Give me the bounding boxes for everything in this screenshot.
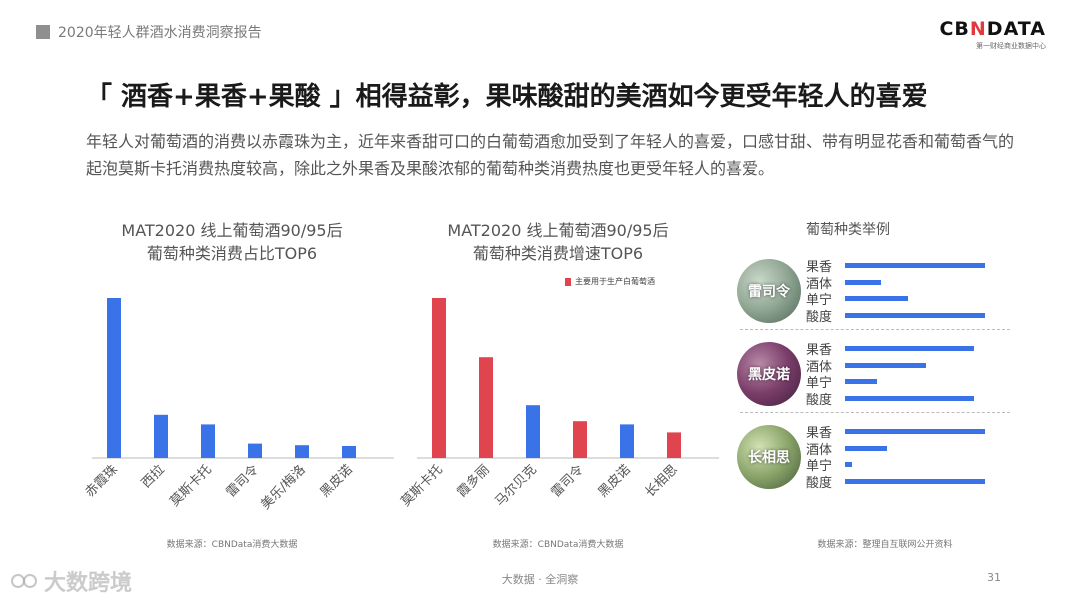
bar-5 (295, 445, 309, 458)
tick-label-6: 长相思 (643, 462, 681, 500)
attribute-label: 果香 (806, 426, 833, 441)
watermark-icon (11, 574, 37, 588)
attribute-label: 酒体 (806, 442, 833, 458)
header-bar: 2020年轻人群酒水消费洞察报告 (36, 22, 262, 42)
tick-label-3: 莫斯卡托 (167, 462, 214, 509)
attribute-bar (845, 429, 985, 434)
bar-3 (526, 405, 540, 458)
attribute-bar (845, 312, 985, 318)
tick-label-4: 雷司令 (549, 462, 587, 500)
bar-5 (620, 424, 634, 458)
report-title: 2020年轻人群酒水消费洞察报告 (58, 25, 262, 41)
bar-6 (667, 432, 681, 458)
attribute-label: 酒体 (806, 359, 833, 375)
bar-6 (342, 446, 356, 458)
footer-tagline: 大数据 · 全洞察 (501, 573, 579, 586)
panel-divider (740, 412, 1010, 413)
slide-title: 「 酒香+果香+果酸 」相得益彰，果味酸甜的美酒如今更受年轻人的喜爱 (86, 82, 928, 112)
tick-label-5: 黑皮诺 (596, 462, 634, 500)
header-square-icon (36, 25, 50, 39)
tick-label-3: 马尔贝克 (492, 462, 539, 509)
grape-panel-title: 葡萄种类举例 (806, 222, 890, 238)
tick-label-4: 雷司令 (224, 462, 262, 500)
bar-2 (154, 414, 168, 458)
legend-label: 主要用于生产白葡萄酒 (575, 277, 655, 286)
chart2-legend: 主要用于生产白葡萄酒 (565, 276, 655, 287)
chart2-title: MAT2020 线上葡萄酒90/95后 葡萄种类消费增速TOP6 (447, 221, 669, 263)
attribute-bar (845, 279, 882, 285)
tick-label-2: 霞多丽 (454, 462, 493, 501)
legend-swatch (565, 277, 571, 286)
chart1-source: 数据来源：CBNData消费大数据 (166, 540, 298, 550)
attribute-bar (845, 379, 878, 384)
attribute-bar (845, 362, 927, 368)
attribute-bar (845, 462, 852, 467)
bar-1 (432, 298, 446, 458)
attribute-label: 果香 (806, 260, 833, 275)
bar-4 (573, 421, 587, 458)
attribute-label: 酸度 (806, 309, 833, 325)
grape-image-pinot-noir: 黑皮诺 (737, 342, 801, 406)
attribute-bar (845, 296, 908, 301)
bar-4 (248, 443, 262, 458)
tick-label-1: 莫斯卡托 (398, 462, 445, 509)
panel-source: 数据来源：整理自互联网公开资料 (817, 540, 953, 550)
attribute-bar (845, 395, 974, 401)
attribute-label: 单宁 (806, 293, 833, 308)
bar-3 (201, 424, 215, 458)
logo-subtitle: 第一财经商业数据中心 (976, 42, 1046, 50)
grape-image-sauvignon-blanc: 长相思 (737, 425, 801, 489)
attribute-label: 单宁 (806, 459, 833, 474)
slide-description: 年轻人对葡萄酒的消费以赤霞珠为主，近年来香甜可口的白葡萄酒愈加受到了年轻人的喜爱… (86, 132, 1015, 178)
attribute-bar (845, 478, 985, 484)
panel-divider (740, 329, 1010, 330)
attribute-bar (845, 263, 985, 268)
tick-label-5: 美乐/梅洛 (258, 462, 308, 512)
attribute-label: 果香 (806, 343, 833, 358)
page-number: 31 (987, 571, 1001, 584)
cbndata-logo: CBNDATA 第一财经商业数据中心 (939, 18, 1046, 51)
bar-1 (107, 298, 121, 458)
attribute-label: 酸度 (806, 475, 833, 491)
tick-label-6: 黑皮诺 (318, 462, 356, 500)
logo-mark: CBNDATA (939, 18, 1046, 40)
attribute-bar (845, 445, 887, 451)
chart2-svg: 莫斯卡托 霞多丽 马尔贝克 雷司令 黑皮诺 长相思 (398, 298, 719, 510)
watermark: 大数跨境 (10, 565, 132, 597)
attribute-label: 酒体 (806, 276, 833, 292)
tick-label-1: 赤霞珠 (83, 462, 121, 500)
attribute-label: 单宁 (806, 376, 833, 391)
attribute-bar (845, 346, 974, 351)
tick-label-2: 西拉 (139, 462, 168, 491)
grape-image-riesling: 雷司令 (737, 259, 801, 323)
bar-2 (479, 357, 493, 458)
attribute-label: 酸度 (806, 392, 833, 408)
chart2-source: 数据来源：CBNData消费大数据 (492, 540, 624, 550)
chart1-title: MAT2020 线上葡萄酒90/95后 葡萄种类消费占比TOP6 (121, 221, 343, 263)
